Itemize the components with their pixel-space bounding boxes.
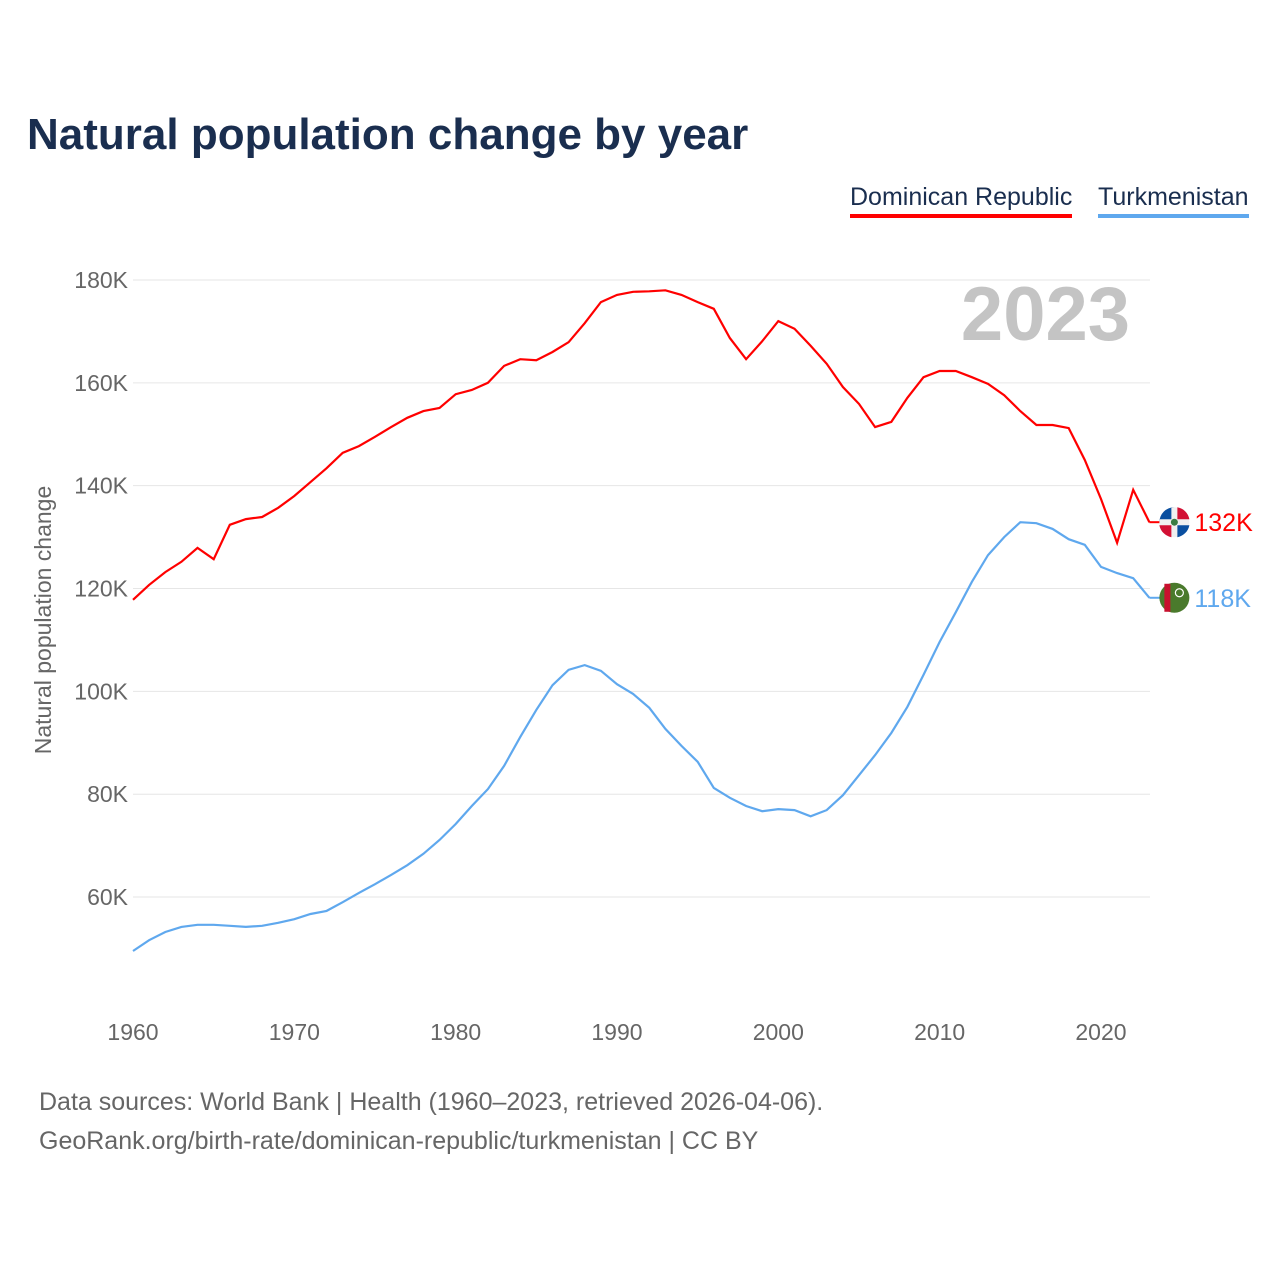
flag-crescent (1174, 588, 1184, 598)
flag-part (1159, 507, 1175, 523)
x-tick-label: 1970 (269, 1019, 320, 1045)
flag-part (1177, 507, 1190, 520)
y-tick-label: 100K (74, 678, 128, 704)
legend-turkmenistan[interactable]: Turkmenistan (1098, 183, 1249, 218)
x-tick-label: 1980 (430, 1019, 481, 1045)
data-source: Data sources: World Bank | Health (1960–… (39, 1088, 824, 1116)
y-tick-label: 60K (87, 884, 129, 910)
year-label: 2023 (961, 272, 1130, 357)
flag-bg (1159, 582, 1190, 613)
flag-part (1159, 525, 1172, 538)
flag-stripe (1164, 583, 1171, 612)
turkmenistan-flag-icon (1159, 582, 1190, 613)
flag-emblem (1170, 518, 1178, 526)
x-tick-label: 1960 (107, 1019, 158, 1045)
series-line-turkmenistan (132, 521, 1151, 952)
end-value-label: 118K (1194, 585, 1251, 613)
y-tick-label: 80K (87, 781, 129, 807)
series-line-dominican-republic (132, 289, 1151, 601)
x-tick-label: 1990 (591, 1019, 642, 1045)
y-axis-label: Natural population change (30, 486, 56, 755)
y-tick-label: 160K (74, 370, 128, 396)
x-tick-label: 2000 (753, 1019, 804, 1045)
end-value-label: 132K (1194, 509, 1253, 537)
y-tick-label: 140K (74, 473, 128, 499)
legend-dominican-republic[interactable]: Dominican Republic (850, 183, 1073, 218)
y-tick-label: 180K (74, 267, 128, 293)
x-tick-label: 2020 (1075, 1019, 1126, 1045)
flag-part (1177, 525, 1190, 538)
x-tick-label: 2010 (914, 1019, 965, 1045)
y-tick-label: 120K (74, 576, 128, 602)
source-link[interactable]: GeoRank.org/birth-rate/dominican-republi… (39, 1127, 759, 1155)
dominican-republic-flag-icon (1159, 507, 1190, 538)
chart-title: Natural population change by year (27, 110, 749, 159)
